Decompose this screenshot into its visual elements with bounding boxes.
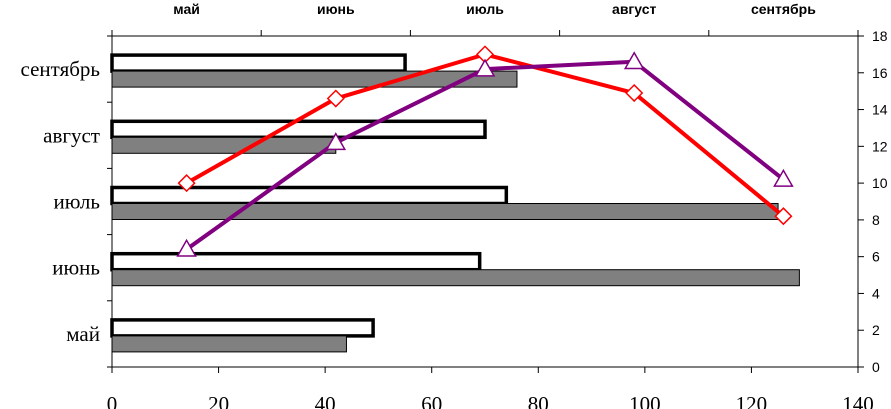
bottom-tick-label: 40 bbox=[315, 392, 336, 409]
bottom-tick-label: 60 bbox=[421, 392, 442, 409]
triangle-marker-июль bbox=[474, 58, 496, 77]
diamond-marker-май bbox=[177, 174, 196, 193]
right-tick-label: 2 bbox=[872, 322, 880, 338]
bottom-tick-label: 80 bbox=[528, 392, 549, 409]
category-label-май: май bbox=[66, 322, 100, 346]
category-label-август: август bbox=[43, 123, 100, 147]
bottom-tick-label: 0 bbox=[107, 392, 118, 409]
bar-series2-июль bbox=[111, 203, 779, 220]
bar-series2-август bbox=[111, 136, 337, 154]
triangle-marker-июнь bbox=[325, 132, 347, 151]
right-tick-label: 14 bbox=[872, 102, 888, 118]
right-tick-label: 18 bbox=[872, 28, 888, 44]
bar-series2-май bbox=[111, 335, 347, 353]
bar-series1-июнь bbox=[110, 251, 482, 272]
top-category-label-май: май bbox=[173, 1, 200, 17]
top-category-label-август: август bbox=[612, 1, 656, 17]
bar-series2-июнь bbox=[111, 269, 800, 287]
right-tick-label: 6 bbox=[872, 249, 880, 265]
category-label-июнь: июнь bbox=[52, 256, 100, 280]
triangle-marker-сентябрь bbox=[773, 168, 794, 187]
bar-series1-июль bbox=[110, 185, 509, 206]
right-tick-label: 16 bbox=[872, 65, 888, 81]
top-category-label-июль: июль bbox=[466, 1, 504, 17]
category-label-сентябрь: сентябрь bbox=[21, 57, 100, 81]
diamond-marker-июнь bbox=[326, 89, 345, 108]
right-tick-label: 12 bbox=[872, 138, 888, 154]
diamond-marker-август bbox=[625, 83, 644, 103]
bar-series1-май bbox=[110, 318, 375, 338]
bottom-tick-label: 100 bbox=[629, 392, 661, 409]
category-label-июль: июль bbox=[54, 190, 100, 214]
top-category-label-сентябрь: сентябрь bbox=[751, 1, 816, 17]
right-tick-label: 0 bbox=[872, 359, 880, 375]
bar-series1-сентябрь bbox=[110, 53, 407, 73]
bottom-tick-label: 140 bbox=[842, 392, 874, 409]
bottom-tick-label: 20 bbox=[208, 392, 229, 409]
diamond-marker-сентябрь bbox=[774, 207, 793, 226]
bottom-tick-label: 120 bbox=[736, 392, 768, 409]
line-series2 bbox=[185, 59, 785, 251]
bar-series1-август bbox=[110, 119, 487, 140]
top-category-label-июнь: июнь bbox=[317, 1, 355, 17]
triangle-marker-май bbox=[176, 238, 197, 257]
triangle-marker-август bbox=[623, 51, 645, 70]
right-tick-label: 8 bbox=[872, 212, 880, 228]
right-tick-label: 10 bbox=[872, 175, 888, 191]
right-tick-label: 4 bbox=[872, 285, 880, 301]
